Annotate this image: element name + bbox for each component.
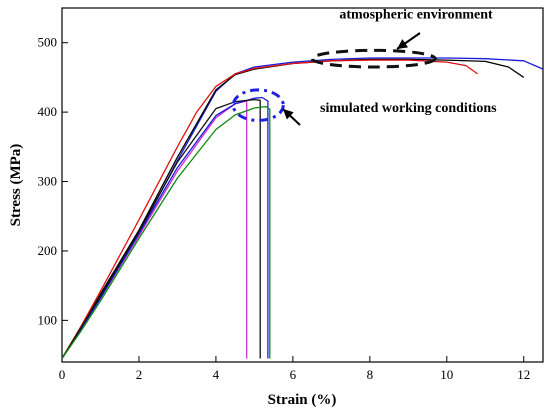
series-line xyxy=(61,59,478,359)
y-axis-title: Stress (MPa) xyxy=(8,144,24,227)
plot-frame xyxy=(61,7,544,363)
x-tick-label: 8 xyxy=(367,367,374,382)
arrow-simulated-head xyxy=(283,109,294,120)
x-tick-label: 2 xyxy=(136,367,143,382)
y-tick-label: 500 xyxy=(38,35,58,50)
annotations: atmospheric environment simulated working… xyxy=(282,7,497,126)
x-tick-label: 0 xyxy=(59,367,66,382)
axis-ticks: 0 2 4 6 8 10 12 100 200 300 400 500 xyxy=(38,35,531,382)
x-tick-label: 10 xyxy=(440,367,453,382)
series-lines xyxy=(61,57,544,359)
y-tick-label: 100 xyxy=(38,312,58,327)
x-tick-label: 12 xyxy=(517,367,530,382)
x-tick-label: 4 xyxy=(213,367,220,382)
x-axis-title: Strain (%) xyxy=(268,392,337,408)
arrow-atmospheric-head xyxy=(397,39,409,49)
series-line xyxy=(61,96,269,359)
annotation-simulated: simulated working conditions xyxy=(320,101,497,116)
y-tick-label: 200 xyxy=(38,243,58,258)
y-tick-label: 400 xyxy=(38,104,58,119)
x-tick-label: 6 xyxy=(290,367,297,382)
series-line xyxy=(61,98,261,359)
callout-ellipse-atmospheric xyxy=(310,48,437,69)
series-line xyxy=(61,100,248,359)
callout-ellipse-simulated xyxy=(231,88,285,122)
series-line xyxy=(61,105,271,359)
callout-ellipses xyxy=(231,48,437,122)
annotation-atmospheric: atmospheric environment xyxy=(339,7,493,22)
y-tick-label: 300 xyxy=(38,174,58,189)
